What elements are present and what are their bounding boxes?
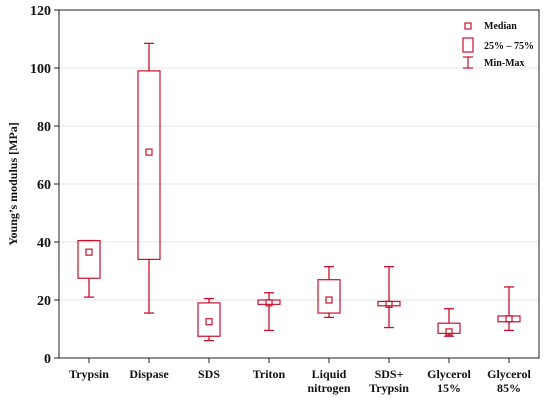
category-label-line: 85% — [497, 381, 521, 395]
median-marker — [385, 300, 393, 308]
interquartile-box — [377, 300, 401, 307]
legend-box: Median 25% – 75% Min-Max — [462, 21, 534, 69]
median-marker — [445, 328, 453, 336]
category-label-line: nitrogen — [307, 381, 350, 395]
plot-frame — [58, 9, 540, 359]
category-label-line: Dispase — [129, 367, 169, 381]
median-marker — [265, 299, 273, 307]
boxplot-item — [317, 265, 341, 319]
y-tick-label: 0 — [44, 352, 51, 367]
interquartile-box — [317, 279, 341, 314]
y-tick-label: 80 — [37, 120, 51, 135]
median-marker — [205, 318, 213, 326]
median-marker — [145, 148, 153, 156]
category-label: SDS — [198, 367, 220, 381]
labels: 0 20 40 60 80 100 120 Young’s modulus [MPa] Tryp… — [6, 4, 532, 395]
boxplot-item — [257, 292, 281, 332]
category-label-line: Glycerol — [427, 367, 471, 381]
legend-median-marker — [464, 22, 472, 30]
median-marker — [505, 315, 513, 323]
boxplot-item — [197, 297, 221, 342]
category-label-line: Trypsin — [369, 381, 409, 395]
y-tick-label: 20 — [37, 294, 51, 309]
y-tick-label: 60 — [37, 178, 51, 193]
interquartile-box — [197, 302, 221, 337]
interquartile-box — [497, 315, 521, 323]
legend-median-label: Median — [484, 21, 517, 32]
category-label-line: Liquid — [312, 367, 347, 381]
category-label-line: Triton — [253, 367, 286, 381]
category-label-line: SDS+ — [375, 367, 404, 381]
category-label: SDS+ Trypsin — [369, 367, 409, 395]
boxplot-item — [377, 265, 401, 329]
category-label: Glycerol 15% — [427, 367, 471, 395]
legend-box-marker — [462, 37, 474, 53]
gridlines — [59, 67, 539, 301]
boxplot-item — [497, 286, 521, 332]
legend: Median 25% – 75% Min-Max — [462, 21, 534, 69]
interquartile-box — [437, 322, 461, 334]
interquartile-box — [257, 299, 281, 305]
category-label-line: SDS — [198, 367, 220, 381]
y-axis-label: Young’s modulus [MPa] — [6, 122, 20, 246]
interquartile-box — [77, 239, 101, 279]
median-marker — [85, 248, 93, 256]
y-tick-label: 120 — [30, 4, 51, 19]
category-label: Trypsin — [69, 367, 109, 381]
category-label: Liquid nitrogen — [307, 367, 350, 395]
category-label: Dispase — [129, 367, 169, 381]
boxes — [77, 42, 521, 342]
category-label-line: 15% — [437, 381, 461, 395]
y-tick-label: 40 — [37, 236, 51, 251]
category-label-line: Trypsin — [69, 367, 109, 381]
boxplot-item — [437, 308, 461, 337]
interquartile-box — [137, 70, 161, 261]
median-marker — [325, 296, 333, 304]
boxplot-item — [77, 239, 101, 298]
category-label-line: Glycerol — [487, 367, 531, 381]
category-label: Triton — [253, 367, 286, 381]
legend-range-label: 25% – 75% — [484, 41, 534, 52]
boxplot-item — [137, 42, 161, 314]
axes — [54, 9, 540, 363]
legend-minmax-label: Min-Max — [484, 58, 525, 69]
category-label: Glycerol 85% — [487, 367, 531, 395]
y-tick-label: 100 — [30, 62, 51, 77]
